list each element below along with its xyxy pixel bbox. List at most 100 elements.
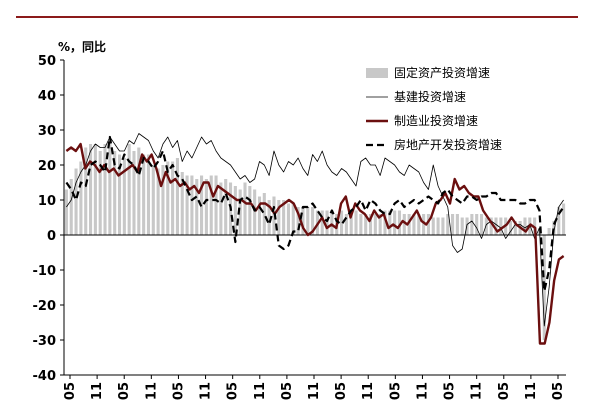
- bar-fixed-asset-40: [257, 196, 262, 235]
- bar-fixed-asset-27: [195, 179, 199, 235]
- bar-fixed-asset-15: [137, 147, 141, 235]
- legend-item-infrastructure: 基建投资增速: [366, 89, 466, 104]
- bar-fixed-asset-75: [426, 214, 430, 235]
- bar-fixed-asset-8: [103, 144, 107, 235]
- bar-fixed-asset-80: [451, 214, 455, 235]
- bar-fixed-asset-39: [253, 189, 257, 235]
- bar-fixed-asset-24: [180, 172, 184, 235]
- bar-fixed-asset-23: [175, 158, 179, 235]
- legend-label: 房地产开发投资增速: [394, 137, 502, 152]
- bar-fixed-asset-37: [243, 182, 247, 235]
- bar-fixed-asset-35: [233, 186, 237, 235]
- bar-fixed-asset-90: [499, 217, 503, 235]
- bar-fixed-asset-73: [417, 214, 421, 235]
- bar-fixed-asset-36: [238, 189, 242, 235]
- bar-fixed-asset-17: [146, 154, 151, 235]
- line-infrastructure: [66, 133, 564, 327]
- x-tick-label: 05: [117, 382, 132, 400]
- x-tick-label: 11: [524, 382, 539, 400]
- x-tick-label: 11: [90, 382, 105, 400]
- y-tick-label: 10: [38, 194, 56, 209]
- bar-fixed-asset-6: [93, 144, 97, 235]
- x-tick-label: 05: [334, 382, 349, 400]
- bar-fixed-asset-92: [508, 221, 513, 235]
- y-tick-label: -40: [33, 369, 57, 384]
- bar-fixed-asset-89: [494, 217, 498, 235]
- bar-fixed-asset-51: [311, 207, 315, 235]
- bar-fixed-asset-5: [89, 144, 93, 235]
- bar-fixed-asset-49: [301, 207, 305, 235]
- bar-fixed-asset-22: [171, 161, 175, 235]
- axes-group: -40 -30 -20 -10 0 10 20 30 40 50 05 11 05 11 05 11 05 11 0…: [33, 54, 566, 400]
- bar-fixed-asset-38: [248, 186, 252, 235]
- bar-fixed-asset-14: [132, 151, 136, 235]
- legend-item-manufacturing: 制造业投资增速: [366, 113, 478, 128]
- bar-fixed-asset-33: [224, 179, 228, 235]
- bar-fixed-asset-69: [397, 210, 402, 235]
- bar-fixed-asset-74: [422, 214, 426, 235]
- bar-fixed-asset-44: [277, 200, 281, 235]
- bar-fixed-asset-62: [364, 214, 368, 235]
- bar-fixed-asset-1: [69, 179, 73, 235]
- bar-fixed-asset-72: [412, 214, 416, 235]
- bar-fixed-asset-84: [470, 214, 474, 235]
- x-tick-label: 11: [470, 382, 485, 400]
- bar-fixed-asset-70: [402, 214, 406, 235]
- bar-fixed-asset-60: [354, 210, 358, 235]
- bar-fixed-asset-19: [156, 168, 160, 235]
- bar-fixed-asset-41: [262, 193, 266, 235]
- y-axis-unit-label: %，同比: [58, 39, 106, 54]
- x-tick-label: 05: [388, 382, 403, 400]
- x-tick-label: 05: [497, 382, 512, 400]
- x-tick-label: 05: [63, 382, 78, 400]
- bar-fixed-asset-103: [562, 203, 566, 235]
- y-tick-label: 0: [47, 229, 56, 244]
- bar-fixed-asset-50: [306, 207, 310, 235]
- bar-fixed-asset-3: [79, 161, 83, 235]
- bar-fixed-asset-11: [117, 154, 122, 235]
- legend-swatch: [366, 68, 388, 78]
- bar-fixed-asset-13: [127, 144, 131, 235]
- x-tick-label: 11: [199, 382, 214, 400]
- bar-fixed-asset-25: [185, 175, 189, 235]
- bar-fixed-asset-78: [441, 217, 445, 235]
- legend-item-fixed-asset: 固定资产投资增速: [366, 65, 490, 80]
- x-tick-label: 11: [307, 382, 322, 400]
- bar-fixed-asset-54: [325, 210, 329, 235]
- line-real-estate: [65, 135, 565, 293]
- legend-label: 固定资产投资增速: [394, 65, 490, 80]
- bar-fixed-asset-71: [407, 214, 411, 235]
- bar-fixed-asset-64: [373, 214, 377, 235]
- x-tick-label: 05: [551, 382, 566, 400]
- bar-fixed-asset-95: [523, 217, 527, 235]
- bar-fixed-asset-67: [388, 210, 392, 235]
- y-tick-label: 50: [38, 54, 56, 69]
- bar-fixed-asset-93: [513, 221, 517, 235]
- legend-label: 制造业投资增速: [394, 113, 478, 128]
- bar-fixed-asset-102: [557, 207, 561, 235]
- x-tick-label: 11: [253, 382, 268, 400]
- bar-fixed-asset-42: [267, 200, 271, 235]
- line-manufacturing: [65, 142, 565, 345]
- bar-fixed-asset-48: [296, 207, 300, 235]
- y-tick-label: 20: [38, 159, 56, 174]
- x-tick-label: 05: [171, 382, 186, 400]
- x-tick-label: 11: [144, 382, 159, 400]
- bar-fixed-asset-32: [219, 182, 223, 235]
- bar-fixed-asset-79: [446, 214, 450, 235]
- legend-item-real-estate: 房地产开发投资增速: [366, 137, 502, 152]
- bar-fixed-asset-10: [113, 151, 117, 235]
- bar-fixed-asset-61: [359, 214, 363, 235]
- bar-fixed-asset-58: [344, 214, 348, 235]
- bar-fixed-asset-57: [340, 210, 344, 235]
- bar-fixed-asset-9: [108, 140, 112, 235]
- bar-fixed-asset-31: [214, 175, 218, 235]
- top-rule: [16, 16, 578, 18]
- bar-fixed-asset-46: [286, 203, 290, 235]
- bar-fixed-asset-16: [142, 154, 146, 235]
- bar-fixed-asset-87: [484, 217, 488, 235]
- bar-fixed-asset-77: [436, 217, 440, 235]
- bar-fixed-asset-81: [455, 214, 459, 235]
- bar-fixed-asset-101: [552, 221, 556, 235]
